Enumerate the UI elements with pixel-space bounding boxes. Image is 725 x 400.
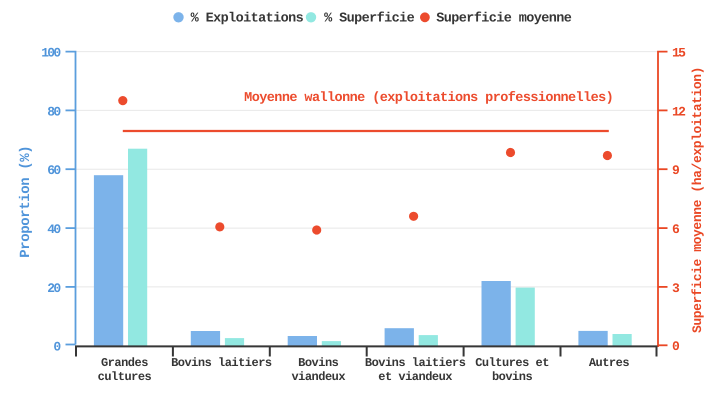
svg-text:100: 100 bbox=[41, 46, 61, 61]
svg-text:40: 40 bbox=[47, 222, 61, 237]
svg-text:Bovins laitiers: Bovins laitiers bbox=[365, 356, 466, 370]
svg-text:% Exploitations: % Exploitations bbox=[191, 12, 304, 27]
svg-text:60: 60 bbox=[47, 163, 61, 178]
svg-text:cultures: cultures bbox=[98, 370, 152, 384]
svg-text:Proportion (%): Proportion (%) bbox=[18, 146, 34, 258]
svg-text:9: 9 bbox=[672, 163, 680, 178]
svg-text:80: 80 bbox=[47, 104, 61, 119]
svg-text:Autres: Autres bbox=[589, 356, 630, 370]
svg-text:Superficie moyenne: Superficie moyenne bbox=[436, 12, 572, 27]
svg-text:0: 0 bbox=[672, 339, 680, 354]
svg-text:Bovins: Bovins bbox=[298, 356, 339, 370]
svg-text:20: 20 bbox=[47, 281, 61, 296]
svg-text:% Superficie: % Superficie bbox=[324, 12, 415, 27]
svg-text:bovins: bovins bbox=[492, 370, 533, 384]
svg-text:Bovins laitiers: Bovins laitiers bbox=[171, 356, 272, 370]
svg-text:Superficie moyenne (ha/exploit: Superficie moyenne (ha/exploitation) bbox=[690, 67, 705, 333]
svg-text:6: 6 bbox=[672, 222, 680, 237]
svg-text:Cultures et: Cultures et bbox=[475, 356, 549, 370]
svg-text:3: 3 bbox=[672, 281, 680, 296]
svg-text:Grandes: Grandes bbox=[101, 356, 148, 370]
svg-text:12: 12 bbox=[672, 104, 686, 119]
svg-text:15: 15 bbox=[672, 46, 686, 61]
svg-text:viandeux: viandeux bbox=[291, 370, 345, 384]
svg-text:Moyenne wallonne (exploitation: Moyenne wallonne (exploitations professi… bbox=[244, 91, 613, 106]
svg-text:et viandeux: et viandeux bbox=[378, 370, 452, 384]
svg-text:0: 0 bbox=[53, 340, 61, 355]
